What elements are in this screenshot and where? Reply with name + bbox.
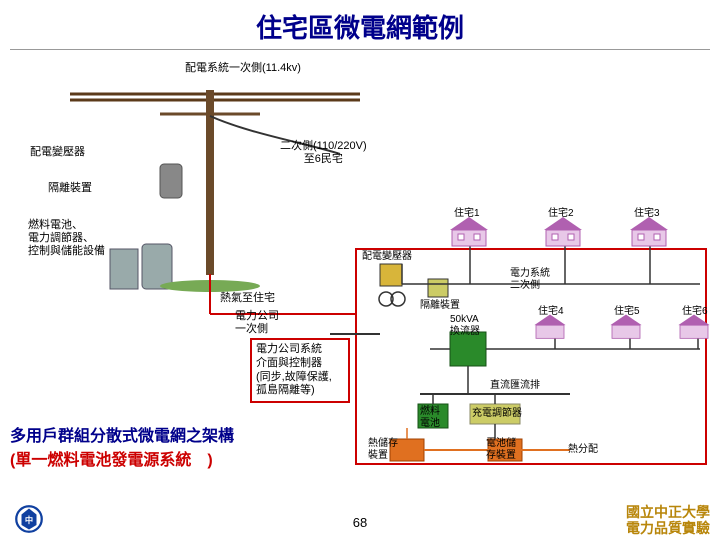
label-charger: 充電調節器 xyxy=(472,408,522,420)
subtitle: 多用戶群組分散式微電網之架構 (單一燃料電池發電源系統 ) xyxy=(10,422,234,470)
label-dist-xfmr2: 配電變壓器 xyxy=(362,251,412,263)
label-dc-bus: 直流匯流排 xyxy=(490,380,540,392)
interface-box: 電力公司系統 介面與控制器 (同步,故障保護, 孤島隔離等) xyxy=(250,338,350,403)
label-primary: 配電系統一次側(11.4kv) xyxy=(185,62,301,75)
house5 xyxy=(606,312,646,340)
label-sec-side: 電力系統 二次側 xyxy=(510,268,550,292)
house3 xyxy=(626,214,672,248)
label-heat-dist: 熱分配 xyxy=(568,444,598,456)
university-name: 國立中正大學 電力品質實驗 xyxy=(626,504,710,536)
label-utility-primary: 電力公司 一次側 xyxy=(235,310,279,336)
house2 xyxy=(540,214,586,248)
footer: 中 68 國立中正大學 電力品質實驗 xyxy=(0,500,720,536)
house1 xyxy=(446,214,492,248)
label-inverter: 50kVA 換流器 xyxy=(450,314,480,338)
diagram-canvas: 配電系統一次側(11.4kv) 配電變壓器 隔離裝置 燃料電池、 電力調節器、 … xyxy=(10,54,710,489)
svg-text:中: 中 xyxy=(25,515,33,525)
house4 xyxy=(530,312,570,340)
label-fc-unit: 燃料 電池 xyxy=(420,406,440,430)
label-transformer: 配電變壓器 xyxy=(30,146,85,159)
label-iso2: 隔離裝置 xyxy=(420,300,460,312)
label-fuelcell: 燃料電池、 電力調節器、 控制與儲能設備 xyxy=(28,219,105,259)
page-number: 68 xyxy=(353,515,367,530)
label-batt-store: 電池儲 存裝置 xyxy=(486,438,516,462)
divider xyxy=(10,49,710,50)
subtitle-line2: (單一燃料電池發電源系統 ) xyxy=(10,446,234,470)
subtitle-line1: 多用戶群組分散式微電網之架構 xyxy=(10,422,234,446)
house6 xyxy=(674,312,714,340)
university-logo-icon: 中 xyxy=(14,504,44,534)
label-isolation: 隔離裝置 xyxy=(48,182,92,195)
label-heat: 熱氣至住宅 xyxy=(220,292,275,305)
page-title: 住宅區微電網範例 xyxy=(0,0,720,49)
label-secondary: 二次側(110/220V) 至6民宅 xyxy=(280,140,367,166)
label-heat-store: 熱儲存 裝置 xyxy=(368,438,398,462)
